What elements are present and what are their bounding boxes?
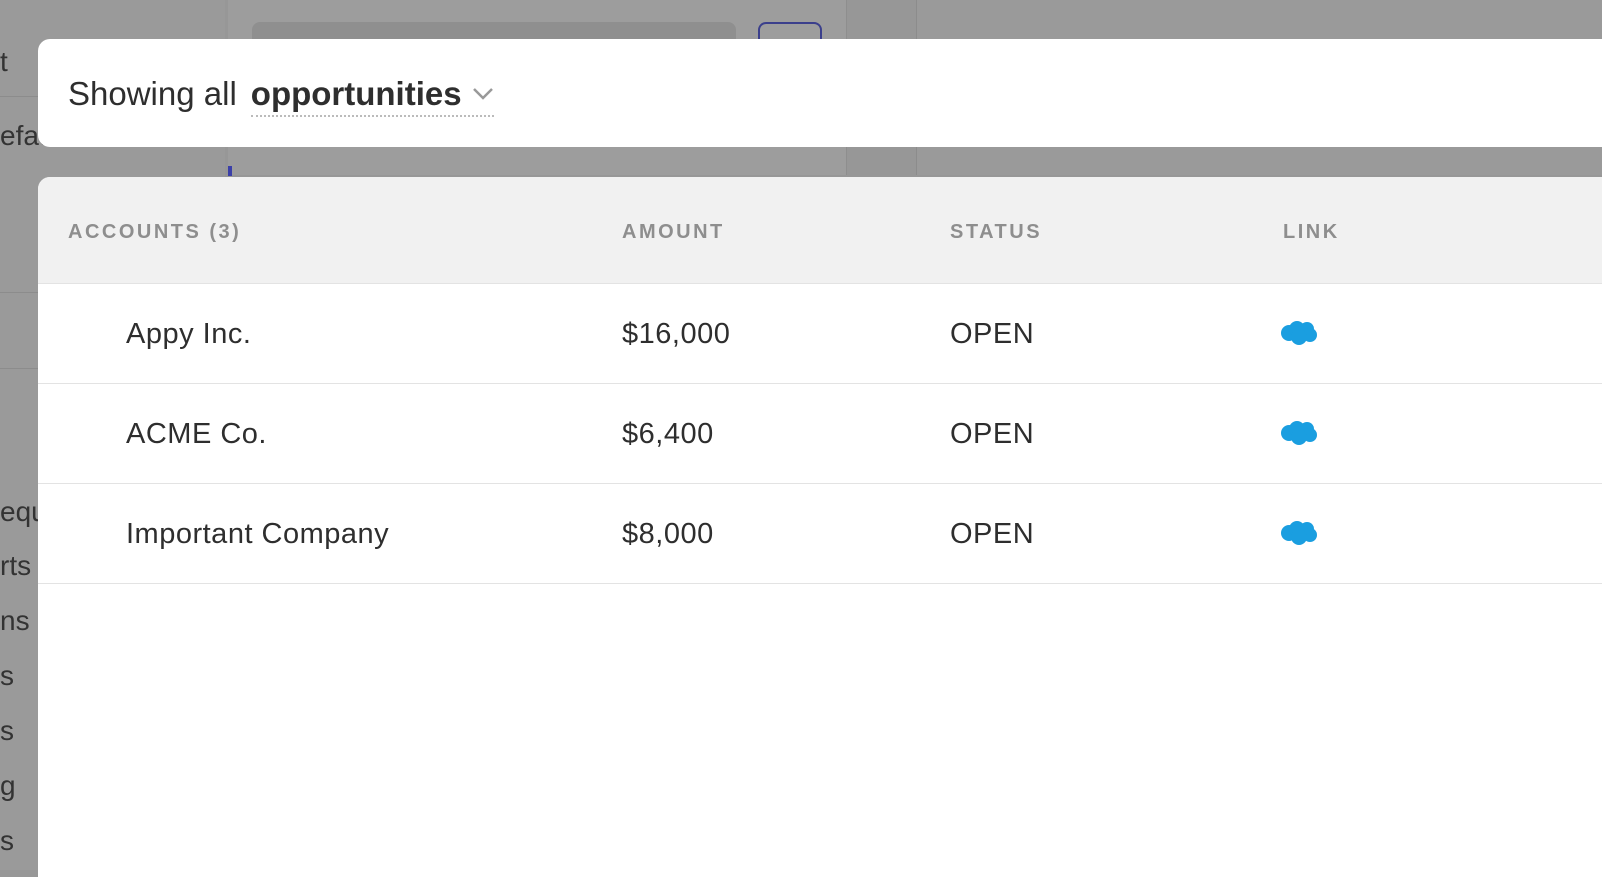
opportunities-table: ACCOUNTS (3) AMOUNT STATUS LINK Appy Inc… — [38, 177, 1602, 877]
column-header-accounts[interactable]: ACCOUNTS (3) — [68, 221, 242, 243]
status: OPEN — [950, 418, 1035, 450]
salesforce-cloud-icon[interactable] — [1280, 520, 1318, 546]
account-name[interactable]: ACME Co. — [126, 418, 267, 450]
sidebar-fragment: t — [0, 46, 8, 77]
sidebar-fragment: rts — [0, 550, 32, 581]
record-type-value: opportunities — [250, 75, 462, 112]
column-header-amount[interactable]: AMOUNT — [622, 221, 725, 243]
table-row[interactable]: Important Company $8,000 OPEN — [38, 484, 1602, 584]
salesforce-cloud-icon[interactable] — [1280, 420, 1318, 446]
table-row[interactable]: ACME Co. $6,400 OPEN — [38, 384, 1602, 484]
showing-prefix: Showing all — [68, 75, 237, 112]
chevron-down-icon — [472, 88, 493, 100]
sidebar-fragment: g — [0, 770, 16, 801]
account-name[interactable]: Appy Inc. — [126, 318, 252, 350]
amount: $6,400 — [622, 418, 714, 450]
sidebar-fragment: s — [0, 825, 14, 856]
salesforce-cloud-icon[interactable] — [1280, 320, 1318, 346]
table-row[interactable]: Appy Inc. $16,000 OPEN — [38, 284, 1602, 384]
sidebar-fragment: ns — [0, 605, 30, 636]
account-name[interactable]: Important Company — [126, 518, 390, 550]
column-header-link[interactable]: LINK — [1283, 221, 1340, 243]
amount: $8,000 — [622, 518, 714, 550]
column-header-status[interactable]: STATUS — [950, 221, 1043, 243]
status: OPEN — [950, 318, 1035, 350]
background-indicator — [228, 166, 232, 176]
sidebar-fragment: s — [0, 715, 14, 746]
amount: $16,000 — [622, 318, 731, 350]
showing-filter: Showing all opportunities — [68, 75, 494, 117]
table-header: ACCOUNTS (3) AMOUNT STATUS LINK — [38, 177, 1602, 284]
record-type-dropdown[interactable]: opportunities — [250, 75, 494, 117]
sidebar-fragment: s — [0, 660, 14, 691]
status: OPEN — [950, 518, 1035, 550]
filter-header-card: Showing all opportunities — [38, 39, 1602, 147]
